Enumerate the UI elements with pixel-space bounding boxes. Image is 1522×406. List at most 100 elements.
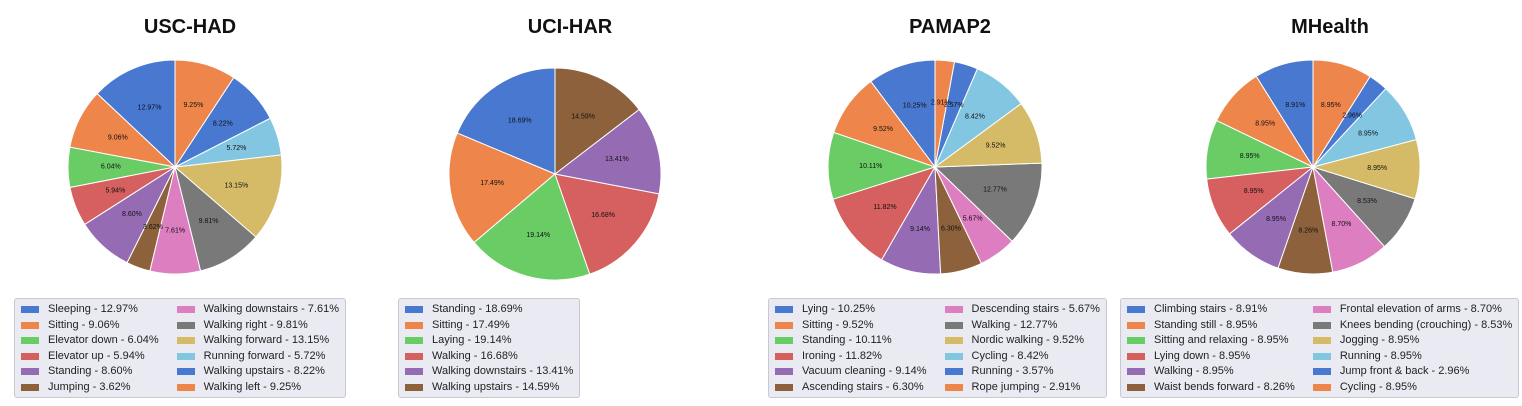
legend-swatch xyxy=(1312,368,1331,376)
legend-label: Climbing stairs - 8.91% xyxy=(1154,303,1268,315)
legend-entry: Walking left - 9.25% xyxy=(176,380,339,396)
legend-label: Walking - 16.68% xyxy=(432,349,518,362)
legend-label: Waist bends forward - 8.26% xyxy=(1154,380,1295,393)
slice-percent-label: 12.77% xyxy=(983,186,1007,193)
legend-swatch xyxy=(1127,306,1145,314)
legend-swatch xyxy=(944,337,963,345)
slice-percent-label: 18.69% xyxy=(508,118,532,125)
legend-entry: Waist bends forward - 8.26% xyxy=(1127,380,1295,396)
slice-percent-label: 8.95% xyxy=(1321,102,1341,109)
slice-percent-label: 16.68% xyxy=(591,212,615,219)
legend-entry: Standing - 8.60% xyxy=(21,364,159,380)
chart-title: PAMAP2 xyxy=(909,16,991,38)
legend-label: Running forward - 5.72% xyxy=(203,349,326,362)
legend-entry: Rope jumping - 2.91% xyxy=(944,380,1100,396)
slice-percent-label: 8.95% xyxy=(1244,188,1264,195)
slice-percent-label: 19.14% xyxy=(526,232,550,239)
legend-label: Sitting - 9.06% xyxy=(48,318,120,331)
slice-percent-label: 5.94% xyxy=(105,187,125,194)
slice-percent-label: 9.06% xyxy=(108,134,128,141)
legend-label: Sitting - 9.52% xyxy=(802,318,874,331)
legend-entry: Walking downstairs - 13.41% xyxy=(405,364,573,380)
legend-swatch xyxy=(176,306,195,314)
legend-label: Walking forward - 13.15% xyxy=(203,334,330,346)
slice-percent-label: 8.26% xyxy=(1298,228,1318,235)
legend-label: Sleeping - 12.97% xyxy=(48,303,138,315)
slice-percent-label: 6.30% xyxy=(941,226,961,233)
legend-entry: Running forward - 5.72% xyxy=(176,349,339,365)
chart-title: UCI-HAR xyxy=(527,16,613,38)
legend-label: Rope jumping - 2.91% xyxy=(971,380,1081,393)
slice-percent-label: 10.11% xyxy=(859,163,882,170)
legend-label: Knees bending (crouching) - 8.53% xyxy=(1339,318,1513,331)
slice-percent-label: 3.62% xyxy=(143,224,163,231)
legend-label: Frontal elevation of arms - 8.70% xyxy=(1339,303,1502,315)
slice-percent-label: 13.15% xyxy=(224,182,248,189)
legend-entry: Climbing stairs - 8.91% xyxy=(1127,302,1295,318)
legend-swatch xyxy=(405,321,423,329)
legend-entry: Sitting - 17.49% xyxy=(405,318,573,334)
pie-chart: 12.97% 9.06% 6.04% 5.94% 8.60%3.62%7.61% 9.81… xyxy=(67,59,283,275)
legend-label: Elevator up - 5.94% xyxy=(48,349,145,362)
pie-slice xyxy=(456,67,556,175)
slice-percent-label: 11.82% xyxy=(873,204,896,211)
legend-swatch xyxy=(405,337,423,345)
slice-percent-label: 6.04% xyxy=(101,164,121,171)
legend-entry: Walking - 8.95% xyxy=(1127,364,1295,380)
chart-panel-uci-har: UCI-HAR 18.69% 17.49% 19.14% 16.68% 13.41% 14… xyxy=(380,0,760,406)
slice-percent-label: 14.59% xyxy=(571,113,595,120)
chart-panel-mhealth: MHealth 8.91% 8.95% 8.95% 8.95% 8.95% 8.26% 8.… xyxy=(1120,0,1520,406)
legend-entry: Walking downstairs - 7.61% xyxy=(176,302,339,318)
legend-swatch xyxy=(1127,321,1145,329)
legend-entry: Jogging - 8.95% xyxy=(1312,333,1512,349)
legend-label: Sitting and relaxing - 8.95% xyxy=(1154,334,1289,346)
slice-percent-label: 2.96% xyxy=(1342,113,1362,120)
legend-label: Walking - 8.95% xyxy=(1154,365,1234,377)
legend-label: Elevator down - 6.04% xyxy=(48,334,159,346)
legend-swatch xyxy=(775,352,793,360)
legend: Climbing stairs - 8.91% Standing still - … xyxy=(1120,298,1520,398)
legend-entry: Elevator up - 5.94% xyxy=(21,349,159,365)
legend-swatch xyxy=(1127,352,1145,360)
legend-label: Lying - 10.25% xyxy=(802,303,875,315)
legend-entry: Standing still - 8.95% xyxy=(1127,318,1295,334)
legend-label: Walking downstairs - 13.41% xyxy=(432,365,574,377)
legend-label: Ascending stairs - 6.30% xyxy=(802,380,924,393)
slice-percent-label: 10.25% xyxy=(903,103,927,110)
legend-entry: Vacuum cleaning - 9.14% xyxy=(775,364,927,380)
legend-swatch xyxy=(21,383,39,391)
chart-title: MHealth xyxy=(1291,16,1369,38)
slice-percent-label: 2.91% xyxy=(931,100,951,107)
slice-percent-label: 8.95% xyxy=(1367,165,1387,172)
slice-percent-label: 8.53% xyxy=(1357,198,1377,205)
pie-slice xyxy=(554,173,660,275)
legend-entry: Knees bending (crouching) - 8.53% xyxy=(1312,318,1513,334)
legend: Standing - 18.69% Sitting - 17.49% Laying … xyxy=(398,298,581,398)
legend-entry: Cycling - 8.42% xyxy=(944,349,1100,365)
pie-slice xyxy=(448,132,556,244)
legend-entry: Nordic walking - 9.52% xyxy=(944,333,1100,349)
legend-label: Lying down - 8.95% xyxy=(1154,349,1251,362)
legend-entry: Sleeping - 12.97% xyxy=(21,302,159,318)
slice-percent-label: 8.95% xyxy=(1240,153,1260,160)
legend-entry: Sitting and relaxing - 8.95% xyxy=(1127,333,1295,349)
legend-swatch xyxy=(775,321,793,329)
legend-label: Standing - 8.60% xyxy=(48,365,133,377)
legend-swatch xyxy=(775,306,793,314)
slice-percent-label: 9.52% xyxy=(873,126,893,133)
legend-entry: Walking forward - 13.15% xyxy=(176,333,339,349)
legend-swatch xyxy=(21,337,39,345)
legend-swatch xyxy=(21,321,39,329)
slice-percent-label: 9.25% xyxy=(183,102,203,109)
legend-label: Jump front & back - 2.96% xyxy=(1339,365,1470,377)
legend-swatch xyxy=(1312,383,1331,391)
legend-entry: Jumping - 3.62% xyxy=(21,380,159,396)
pie-chart: 8.91% 8.95% 8.95% 8.95% 8.95% 8.26% 8.70% 8.53%… xyxy=(1205,59,1421,275)
slice-percent-label: 8.95% xyxy=(1255,121,1275,128)
legend-label: Walking left - 9.25% xyxy=(203,380,302,393)
legend-entry: Cycling - 8.95% xyxy=(1312,380,1512,396)
legend-label: Cycling - 8.42% xyxy=(971,349,1049,362)
legend-swatch xyxy=(1312,321,1331,329)
legend-label: Sitting - 17.49% xyxy=(432,318,510,331)
legend-entry: Ironing - 11.82% xyxy=(775,349,927,365)
